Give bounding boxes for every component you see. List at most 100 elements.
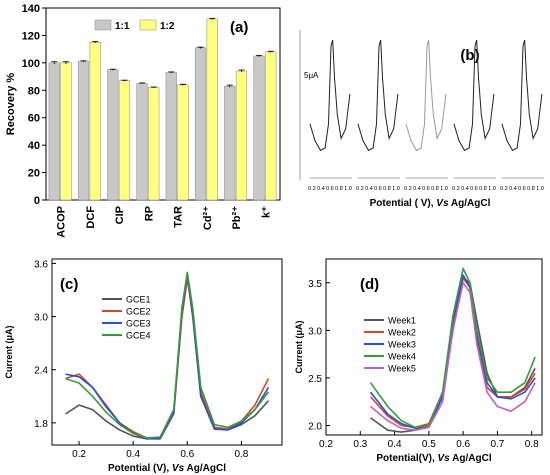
bar-1:2 [118, 80, 131, 201]
legend-label: Week2 [388, 328, 416, 338]
x-tick-label: 0.8 [527, 186, 535, 192]
x-tick-label: 0.6 [518, 186, 526, 192]
panel-label: (d) [360, 276, 379, 293]
x-tick-label: 0.4 [509, 186, 517, 192]
bar-1:2 [235, 70, 248, 201]
legend-swatch [139, 19, 157, 31]
x-tick-label: 0.6 [326, 186, 334, 192]
x-tick-label: 0.4 [461, 186, 469, 192]
series-line-GCE4 [65, 271, 270, 439]
y-tick-label: 80 [28, 85, 40, 97]
category-label: CIP [114, 206, 126, 224]
y-tick-label: 0 [34, 195, 40, 207]
bar-1:1 [77, 61, 90, 201]
x-tick-label: 1.0 [440, 186, 448, 192]
x-tick-label: 0.8 [383, 186, 391, 192]
x-tick-label: 0.2 [319, 439, 333, 450]
electrode-chart: 1.8 2.4 3.0 3.6 0.2 0.4 0.6 0.8 Current (μA) Pote… [4, 258, 283, 474]
x-tick-label: 1.0 [536, 186, 544, 192]
x-tick-label: 0.2 [356, 186, 364, 192]
x-tick-label: 0.3 [353, 439, 367, 450]
category-label: ACOP [56, 206, 68, 238]
x-tick-label: 0.7 [490, 439, 504, 450]
legend-label: 1:2 [160, 21, 175, 32]
legend-label: Week1 [388, 316, 416, 326]
y-tick-label: 3.5 [308, 279, 322, 290]
category-label: TAR [173, 206, 185, 228]
bar-1:1 [136, 83, 148, 201]
x-tick-label: 0.8 [431, 186, 439, 192]
x-tick-label: 0.8 [525, 439, 539, 450]
repeat-trace-4 [453, 39, 495, 152]
scale-label: 5μA [304, 71, 319, 80]
category-label: RP [143, 206, 155, 221]
series-line-GCE2 [65, 278, 270, 440]
legend-label: GCE2 [126, 307, 151, 317]
y-tick-label: 3.0 [308, 326, 322, 337]
x-tick-label: 0.6 [422, 186, 430, 192]
y-tick-label: 140 [22, 3, 40, 15]
y-axis-label: Current (μA) [294, 320, 304, 373]
panel-label: (a) [230, 19, 248, 36]
legend-label: GCE3 [126, 319, 151, 329]
y-tick-label: 100 [22, 58, 40, 70]
x-tick-label: 0.4 [317, 186, 325, 192]
repeat-trace-5 [501, 39, 543, 152]
repeat-trace-1 [309, 39, 351, 152]
legend-label: Week4 [388, 352, 416, 362]
x-tick-label: 0.2 [308, 186, 316, 192]
recovery-bar-chart: 0 20 40 60 80 100 120 140 Recovery % ACOP DCF CIP RP… [5, 3, 281, 238]
bar-1:1 [253, 55, 265, 201]
x-axis-label: Potential ( V), Vs Ag/AgCl [370, 198, 491, 209]
category-label: DCF [85, 206, 97, 229]
y-tick-label: 2.4 [34, 366, 48, 377]
y-axis-label: Current (μA) [4, 325, 14, 378]
legend-label: Week5 [388, 364, 416, 374]
series-line-Week4 [369, 267, 536, 429]
electrode-reproducibility-panel: 1.8 2.4 3.0 3.6 0.2 0.4 0.6 0.8 Current (μA) Pote… [0, 245, 290, 475]
x-tick-label: 0.5 [422, 439, 436, 450]
x-tick-label: 0.4 [126, 449, 140, 460]
x-tick-label: 1.0 [344, 186, 352, 192]
plot-frame [325, 258, 543, 436]
y-tick-label: 40 [28, 140, 40, 152]
recovery-bar-chart-panel: 0 20 40 60 80 100 120 140 Recovery % ACOP DCF CIP RP… [0, 0, 290, 245]
y-tick-label: 20 [28, 168, 40, 180]
y-tick-label: 120 [22, 30, 40, 42]
y-tick-label: 60 [28, 113, 40, 125]
legend-label: GCE4 [126, 331, 151, 341]
category-label: Pb²⁺ [231, 206, 243, 230]
panel-label: (c) [60, 276, 78, 293]
legend-label: GCE1 [126, 295, 151, 305]
bar-1:1 [48, 62, 60, 201]
category-label: k⁺ [260, 206, 272, 218]
x-tick-label: 0.4 [413, 186, 421, 192]
stability-panel: 2.0 2.5 3.0 3.5 0.2 0.3 0.4 0.5 0.6 0.7 0.8 Current… [290, 245, 550, 475]
x-axis-label: Potential(V), Vs Ag/AgCl [376, 453, 491, 464]
y-axis-label: Recovery % [5, 73, 17, 136]
x-tick-label: 0.8 [234, 449, 248, 460]
repeatability-chart: 5μA(b)0.2 0.4 0.6 0.8 1.0 0.2 0.4 0.6 0.8 1.0 0.2 0… [299, 30, 544, 209]
bar-1:1 [107, 69, 119, 201]
bar-1:2 [265, 51, 277, 201]
legend-label: 1:1 [115, 21, 130, 32]
bar-1:1 [165, 72, 177, 201]
x-tick-label: 0.6 [456, 439, 470, 450]
series-line-GCE1 [65, 275, 270, 440]
plot-frame [45, 7, 281, 201]
x-tick-label: 1.0 [488, 186, 496, 192]
bar-1:2 [89, 42, 101, 201]
stability-chart: 2.0 2.5 3.0 3.5 0.2 0.3 0.4 0.5 0.6 0.7 0.8 Current… [294, 258, 543, 464]
series-line-GCE3 [65, 273, 270, 440]
x-axis-label: Potential (V), Vs Ag/AgCl [108, 463, 226, 474]
repeat-trace-3 [405, 39, 447, 152]
bar-1:1 [224, 85, 236, 201]
x-tick-label: 0.2 [72, 449, 86, 460]
bar-1:2 [148, 87, 160, 201]
x-tick-label: 0.4 [388, 439, 402, 450]
plot-frame [51, 258, 283, 446]
y-tick-label: 2.0 [308, 421, 322, 432]
x-tick-label: 0.8 [335, 186, 343, 192]
bar-1:2 [60, 62, 72, 201]
bar-1:2 [177, 84, 189, 201]
